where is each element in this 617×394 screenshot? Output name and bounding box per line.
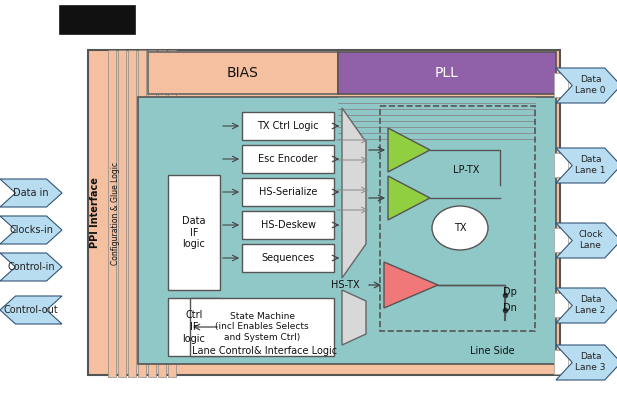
Bar [554, 228, 568, 252]
Text: State Machine
(incl Enables Selects
and System Ctrl): State Machine (incl Enables Selects and … [215, 312, 309, 342]
Polygon shape [556, 345, 617, 380]
Text: Ctrl
IF
logic: Ctrl IF logic [183, 310, 205, 344]
Text: Dp: Dp [503, 287, 517, 297]
Bar [118, 50, 126, 377]
Text: HS-TX: HS-TX [331, 280, 360, 290]
Bar [108, 50, 116, 377]
Text: HS-Serialize: HS-Serialize [259, 187, 317, 197]
Text: Line Side: Line Side [470, 346, 515, 356]
Bar [158, 50, 166, 377]
Polygon shape [556, 223, 617, 258]
Bar [148, 50, 156, 377]
Text: Control-out: Control-out [4, 305, 59, 315]
Text: Configuration & Glue Logic: Configuration & Glue Logic [112, 162, 120, 264]
Bar [242, 211, 334, 239]
Polygon shape [0, 216, 62, 244]
Text: Lane Control& Interface Logic: Lane Control& Interface Logic [193, 346, 337, 356]
Text: Control-in: Control-in [7, 262, 55, 272]
Bar [554, 350, 568, 374]
Text: Dn: Dn [503, 303, 517, 313]
Text: PLL: PLL [435, 66, 459, 80]
Polygon shape [342, 108, 366, 278]
Polygon shape [556, 288, 617, 323]
Text: Sequences: Sequences [262, 253, 315, 263]
Bar [554, 73, 568, 97]
Bar [190, 298, 334, 356]
Text: HS-Deskew: HS-Deskew [260, 220, 315, 230]
Text: TX: TX [453, 223, 466, 233]
Polygon shape [0, 253, 62, 281]
Polygon shape [0, 179, 62, 207]
Bar [554, 293, 568, 317]
Bar [148, 52, 338, 94]
Text: Esc Encoder: Esc Encoder [259, 154, 318, 164]
Bar [88, 50, 560, 375]
Text: Clock
Lane: Clock Lane [578, 230, 603, 250]
Bar [242, 112, 334, 140]
Text: TX Ctrl Logic: TX Ctrl Logic [257, 121, 319, 131]
Bar [554, 153, 568, 177]
Polygon shape [342, 290, 366, 345]
Text: Data in: Data in [13, 188, 49, 198]
Bar [168, 175, 220, 290]
Text: PPI Interface: PPI Interface [90, 178, 100, 249]
Bar [242, 145, 334, 173]
Bar [380, 106, 535, 331]
Text: Data
IF
logic: Data IF logic [182, 216, 205, 249]
Polygon shape [388, 128, 430, 172]
Text: Clocks-in: Clocks-in [9, 225, 53, 235]
Bar [138, 50, 146, 377]
Text: Data
Lane 3: Data Lane 3 [575, 352, 606, 372]
Polygon shape [384, 262, 438, 308]
Bar [338, 52, 556, 94]
Bar [128, 50, 136, 377]
Bar [168, 298, 220, 356]
Bar [242, 178, 334, 206]
Polygon shape [556, 68, 617, 103]
Bar [60, 6, 135, 34]
Polygon shape [556, 148, 617, 183]
Bar [168, 50, 176, 377]
Text: Data
Lane 2: Data Lane 2 [575, 295, 606, 315]
Polygon shape [388, 176, 430, 220]
Text: BIAS: BIAS [227, 66, 259, 80]
Text: LP-TX: LP-TX [453, 165, 479, 175]
Text: Data
Lane 0: Data Lane 0 [575, 75, 606, 95]
Bar [242, 244, 334, 272]
Polygon shape [0, 296, 62, 324]
Bar [138, 97, 556, 364]
Text: Data
Lane 1: Data Lane 1 [575, 155, 606, 175]
Ellipse shape [432, 206, 488, 250]
